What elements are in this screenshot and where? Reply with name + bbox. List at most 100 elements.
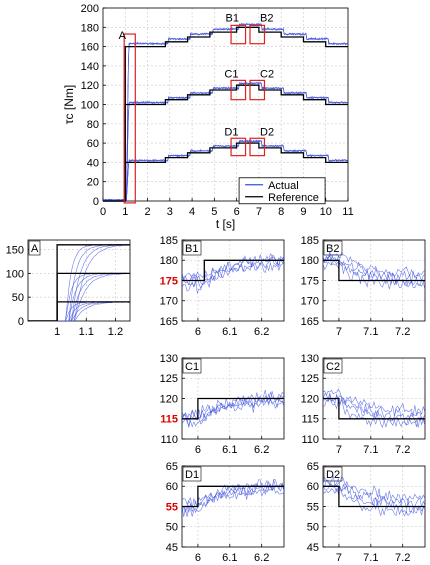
subplot-title: C2 [326, 361, 340, 373]
y-tick-label: 140 [81, 61, 99, 73]
subplot-traces-D2 [323, 475, 425, 517]
subplot-traces-D1 [182, 478, 284, 517]
reference-line [323, 259, 425, 282]
legend-box [238, 177, 326, 205]
x-tick-label: 6.2 [254, 326, 269, 338]
x-tick-label: 3 [167, 206, 173, 218]
x-tick-label: 7.2 [395, 552, 410, 564]
y-tick-label: 55 [166, 501, 178, 513]
zoom-box [249, 137, 266, 157]
actual-trace [28, 244, 130, 321]
actual-trace [102, 22, 348, 202]
zoom-box [230, 137, 247, 157]
x-tick-label: 6 [195, 552, 201, 564]
x-tick-label: 6.1 [222, 326, 237, 338]
actual-trace [323, 253, 425, 284]
x-tick-label: 7.2 [395, 444, 410, 456]
actual-trace [28, 272, 130, 321]
plot-frame [27, 239, 131, 322]
zoom-box [249, 24, 266, 45]
actual-trace [102, 81, 348, 202]
y-tick-label: 50 [307, 522, 319, 534]
x-tick-label: 6 [234, 206, 240, 218]
actual-trace [28, 244, 130, 321]
subplot-tag-box [182, 466, 202, 482]
reference-line [28, 244, 130, 321]
y-tick-label: 65 [307, 461, 319, 473]
x-tick-label: 1.2 [108, 326, 123, 338]
reference-line [103, 84, 348, 202]
y-tick-label: 180 [301, 255, 319, 267]
y-tick-label: 175 [160, 275, 178, 287]
subplot-traces-C2 [323, 388, 425, 429]
reference-line [28, 301, 130, 321]
actual-trace [182, 254, 284, 289]
y-tick-label: 160 [81, 42, 99, 54]
zoom-label: C2 [260, 68, 274, 80]
subplot-traces-B1 [182, 253, 284, 295]
x-tick-label: 6.2 [254, 444, 269, 456]
y-tick-label: 110 [301, 434, 319, 446]
axes-D2: 7 7.1 7.2 45 50 55 60 65 D2 [307, 461, 426, 564]
reference-line [182, 397, 284, 420]
x-tick-label: 10 [320, 206, 332, 218]
reference-line [323, 485, 425, 508]
actual-trace [323, 388, 425, 417]
zoom-label: D2 [260, 126, 274, 138]
x-tick-label: 6.1 [222, 444, 237, 456]
actual-trace [102, 22, 348, 202]
x-tick-label: 7 [336, 444, 342, 456]
subplot-title: D2 [326, 469, 340, 481]
subplot-title: A [31, 243, 39, 255]
reference-line [103, 26, 348, 202]
actual-trace [323, 477, 425, 509]
x-axis-label: t [s] [216, 217, 235, 231]
y-tick-label: 150 [6, 244, 24, 256]
actual-trace [182, 480, 284, 513]
zoom-label: B1 [226, 13, 239, 25]
y-tick-label: 180 [160, 255, 178, 267]
y-tick-label: 200 [81, 3, 99, 15]
actual-trace [182, 389, 284, 421]
y-tick-label: 0 [93, 196, 99, 208]
x-tick-label: 11 [342, 206, 353, 218]
reference-line [182, 485, 284, 508]
zoom-box [123, 33, 136, 204]
x-tick-label: 1.1 [79, 326, 94, 338]
y-tick-label: 50 [12, 292, 24, 304]
x-tick-label: 7 [256, 206, 262, 218]
actual-trace [323, 394, 425, 428]
actual-trace [182, 259, 284, 295]
axes-C1: 6 6.1 6.2 110 115 120 125 130 C1 [160, 353, 285, 456]
actual-trace [323, 483, 425, 515]
actual-trace [323, 251, 425, 278]
y-tick-label: 45 [307, 542, 319, 554]
y-tick-label: 125 [160, 373, 178, 385]
y-tick-label: 80 [87, 119, 99, 131]
x-tick-label: 8 [278, 206, 284, 218]
y-tick-label: 60 [166, 481, 178, 493]
axes-B1: 6 6.1 6.2 165 170 175 180 185 B1 [160, 235, 285, 338]
y-tick-label: 60 [307, 481, 319, 493]
actual-trace [182, 478, 284, 509]
legend-actual-label: Actual [268, 180, 299, 192]
y-tick-label: 165 [160, 316, 178, 328]
x-tick-label: 7.2 [395, 326, 410, 338]
x-tick-label: 7.1 [363, 552, 378, 564]
zoom-label: C1 [224, 68, 238, 80]
subplot-traces-C1 [182, 389, 284, 428]
x-tick-label: 1 [54, 326, 60, 338]
x-tick-label: 9 [300, 206, 306, 218]
x-tick-label: 6.2 [254, 552, 269, 564]
actual-trace [28, 272, 130, 321]
y-tick-label: 40 [87, 157, 99, 169]
x-tick-label: 7.1 [363, 326, 378, 338]
actual-trace [323, 261, 425, 291]
legend-reference-label: Reference [268, 192, 319, 204]
axes-C2: 7 7.1 7.2 110 115 120 125 130 C2 [301, 353, 426, 456]
x-tick-label: 7 [336, 326, 342, 338]
y-tick-label: 175 [301, 275, 319, 287]
actual-trace [103, 139, 348, 203]
y-tick-label: 65 [166, 461, 178, 473]
y-tick-label: 185 [301, 235, 319, 247]
